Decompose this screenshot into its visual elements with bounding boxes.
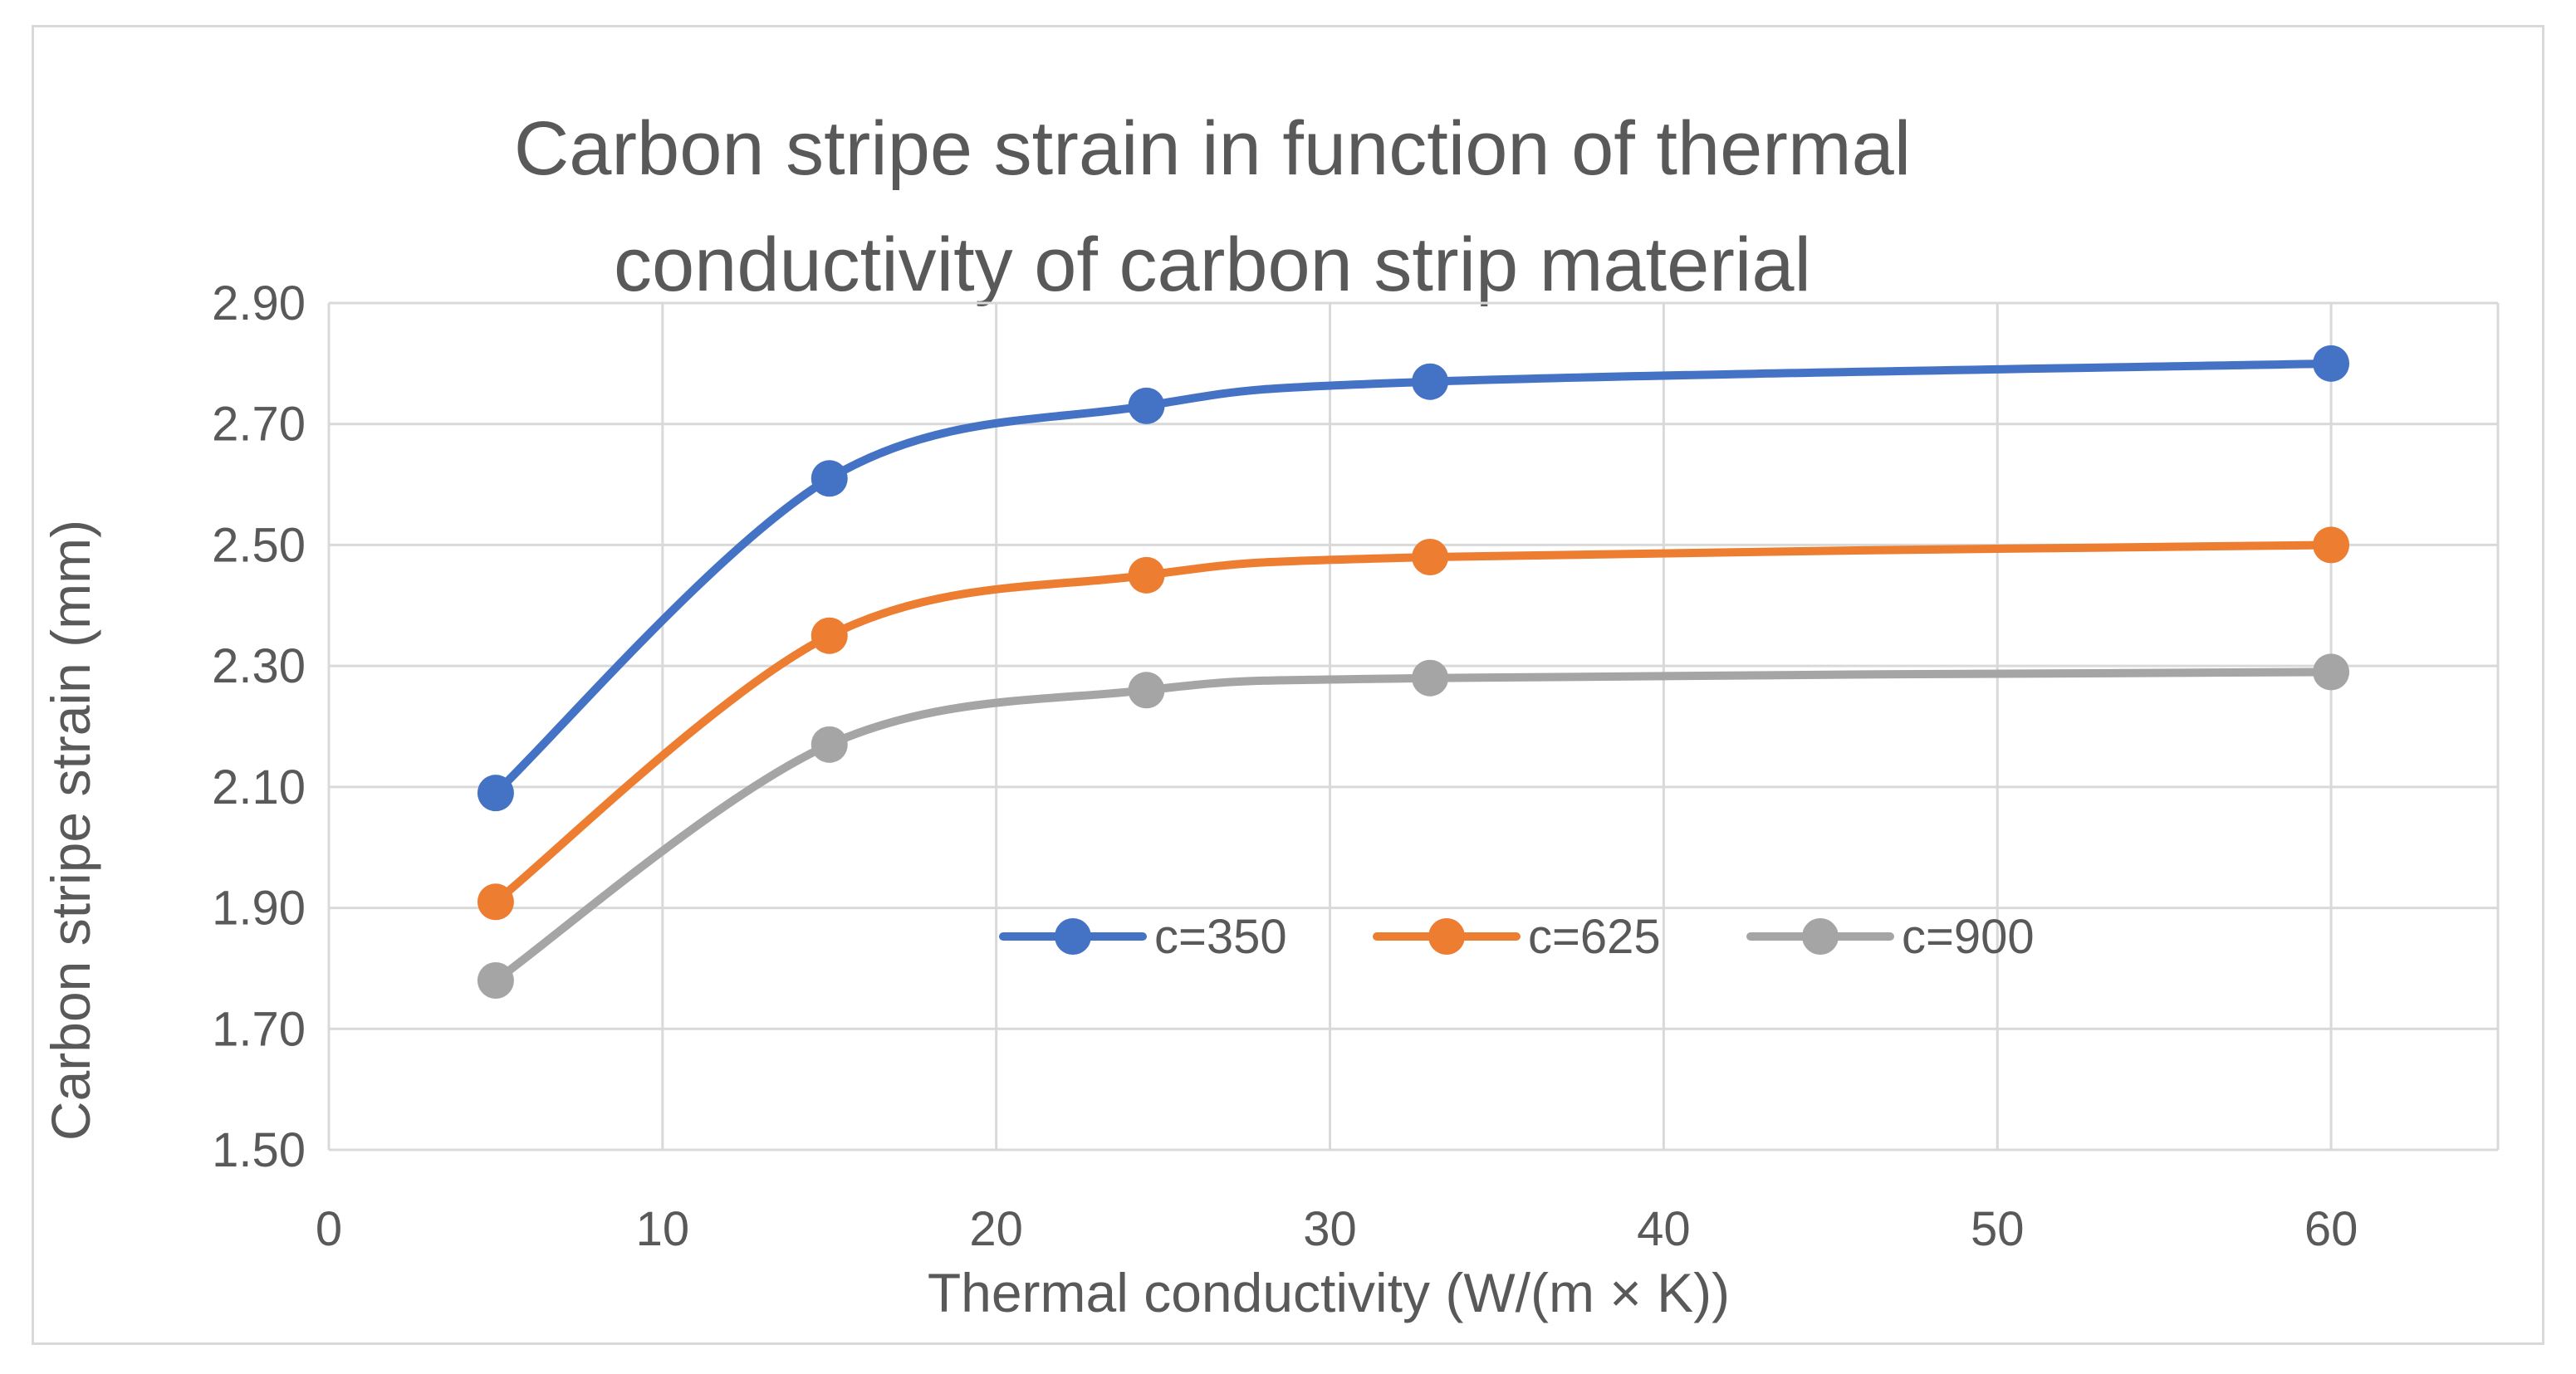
chart-title-line-2: conductivity of carbon strip material [614, 222, 1811, 307]
y-tick-label: 2.90 [212, 276, 306, 330]
data-point [1128, 672, 1165, 709]
legend-label: c=625 [1528, 910, 1661, 964]
y-tick-label: 1.90 [212, 882, 306, 936]
series-c=625 [477, 526, 2350, 921]
y-tick-label: 1.70 [212, 1002, 306, 1056]
legend-label: c=350 [1154, 910, 1287, 964]
y-tick-label: 1.50 [212, 1123, 306, 1177]
x-axis-ticks: 0 10 20 30 40 50 60 [316, 1202, 2358, 1256]
x-tick-label: 10 [636, 1202, 690, 1256]
data-point [1128, 387, 1165, 424]
series-c=900 [477, 653, 2350, 999]
x-tick-label: 50 [1971, 1202, 2025, 1256]
y-tick-label: 2.30 [212, 639, 306, 693]
x-tick-label: 40 [1637, 1202, 1691, 1256]
series-line [491, 667, 2336, 985]
x-tick-label: 20 [969, 1202, 1023, 1256]
series-c=350 [477, 345, 2350, 812]
grid-lines [327, 301, 2500, 1152]
y-tick-label: 2.10 [212, 760, 306, 814]
data-point [2313, 653, 2350, 691]
data-point [811, 460, 848, 497]
data-point [1412, 659, 1449, 697]
series-line [491, 540, 2336, 907]
legend: c=350 c=625 c=900 [999, 910, 2035, 964]
y-tick-label: 2.70 [212, 398, 306, 452]
data-point [1412, 363, 1449, 400]
x-tick-label: 60 [2304, 1202, 2358, 1256]
x-tick-label: 0 [316, 1202, 342, 1256]
x-tick-label: 30 [1303, 1202, 1357, 1256]
legend-label: c=900 [1902, 910, 2035, 964]
chart-title-line-1: Carbon stripe strain in function of ther… [514, 106, 1911, 191]
series-lines [477, 345, 2350, 999]
data-point [811, 726, 848, 763]
data-point [477, 775, 514, 812]
data-point [1128, 556, 1165, 594]
data-point [811, 617, 848, 654]
y-tick-label: 2.50 [212, 518, 306, 572]
data-point [1412, 539, 1449, 575]
y-axis-label: Carbon stripe strain (mm) [40, 520, 101, 1141]
legend-swatch-marker [1428, 918, 1465, 955]
legend-swatch-marker [1802, 918, 1839, 955]
data-point [2313, 526, 2350, 564]
chart-frame [32, 25, 2544, 1345]
x-axis-label: Thermal conductivity (W/(m × K)) [928, 1262, 1730, 1323]
data-point [2313, 345, 2350, 382]
data-point [477, 962, 514, 999]
series-line [491, 359, 2336, 798]
legend-swatch-marker [1055, 918, 1091, 955]
y-axis-ticks: 1.50 1.70 1.90 2.10 2.30 2.50 2.70 2.90 [212, 276, 306, 1177]
data-point [477, 883, 514, 921]
